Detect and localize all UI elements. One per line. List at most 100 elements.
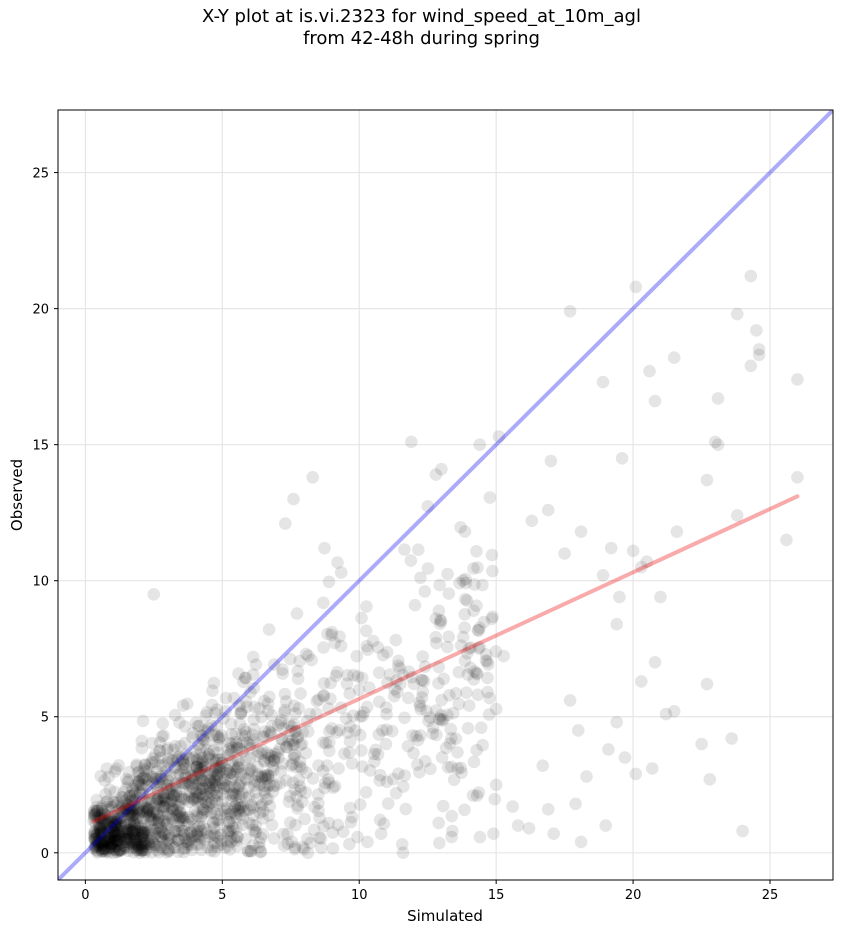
data-point	[209, 762, 222, 775]
data-point	[172, 834, 185, 847]
data-point	[318, 781, 331, 795]
data-point	[101, 816, 115, 829]
data-point	[225, 820, 239, 833]
data-point	[239, 832, 252, 846]
data-point	[118, 835, 131, 849]
data-point	[233, 699, 246, 712]
data-point	[166, 753, 179, 767]
data-point	[497, 649, 510, 663]
data-point	[217, 782, 230, 795]
data-point	[118, 832, 131, 846]
data-point	[435, 714, 449, 727]
data-point	[130, 843, 144, 856]
data-point	[291, 664, 305, 678]
data-point	[258, 779, 271, 793]
data-point	[191, 825, 204, 838]
data-point	[421, 500, 435, 513]
data-point	[174, 810, 187, 824]
data-point	[100, 800, 114, 814]
data-point	[149, 772, 163, 786]
data-point	[210, 813, 224, 826]
data-point	[414, 702, 428, 716]
data-point	[112, 829, 126, 842]
data-point	[107, 846, 120, 859]
data-point	[267, 754, 281, 767]
data-point	[114, 817, 127, 830]
data-point	[192, 820, 205, 834]
data-point	[215, 729, 228, 742]
data-point	[175, 752, 189, 765]
data-point	[368, 755, 381, 768]
data-point	[94, 819, 107, 832]
data-point	[239, 753, 252, 766]
data-point	[190, 786, 204, 799]
data-point	[229, 788, 242, 801]
data-point	[227, 832, 241, 845]
data-point	[703, 773, 717, 786]
data-point	[286, 734, 299, 747]
data-point	[161, 834, 174, 847]
data-point	[94, 821, 107, 835]
data-point	[265, 818, 279, 832]
data-point	[202, 748, 216, 761]
data-point	[118, 832, 131, 846]
data-point	[183, 752, 196, 766]
data-point	[458, 803, 471, 817]
data-point	[135, 830, 148, 844]
data-point	[165, 793, 178, 807]
data-point	[138, 770, 151, 784]
data-point	[263, 725, 276, 738]
data-point	[122, 844, 135, 858]
data-point	[247, 823, 260, 837]
data-point	[380, 707, 393, 721]
data-point	[193, 787, 207, 801]
data-point	[434, 713, 448, 726]
data-point	[135, 825, 148, 839]
data-point	[153, 772, 167, 786]
data-point	[305, 653, 318, 667]
data-point	[635, 675, 648, 688]
data-point	[326, 842, 340, 855]
data-point	[266, 760, 280, 773]
data-point	[376, 724, 389, 737]
data-point	[147, 588, 161, 601]
data-point	[301, 846, 315, 860]
data-point	[220, 802, 234, 815]
data-point	[242, 844, 255, 858]
data-point	[96, 835, 110, 849]
data-point	[283, 738, 296, 751]
data-point	[158, 791, 172, 804]
data-point	[257, 783, 271, 797]
data-point	[237, 723, 251, 736]
data-point	[114, 829, 127, 843]
data-point	[133, 846, 147, 860]
data-point	[179, 761, 193, 775]
regression-fit-line	[91, 494, 800, 824]
data-point	[141, 802, 154, 815]
data-point	[103, 834, 117, 847]
data-point	[458, 608, 472, 621]
data-point	[190, 827, 203, 840]
data-point	[133, 843, 146, 856]
data-point	[119, 832, 133, 846]
data-point	[199, 788, 213, 801]
data-point	[372, 666, 386, 679]
data-point	[130, 843, 144, 857]
data-point	[392, 654, 405, 668]
data-point	[110, 845, 124, 858]
data-point	[736, 824, 749, 838]
data-point	[291, 730, 305, 744]
data-point	[126, 789, 140, 802]
data-point	[308, 800, 321, 814]
data-point	[231, 830, 244, 844]
y-tick-label: 25	[32, 167, 49, 182]
data-point	[199, 796, 213, 809]
data-point	[317, 689, 331, 702]
data-point	[340, 677, 354, 691]
data-point	[131, 803, 145, 816]
data-point	[239, 671, 252, 685]
data-point	[119, 794, 132, 807]
data-point	[380, 701, 393, 714]
data-point	[261, 780, 274, 794]
data-point	[217, 781, 231, 795]
